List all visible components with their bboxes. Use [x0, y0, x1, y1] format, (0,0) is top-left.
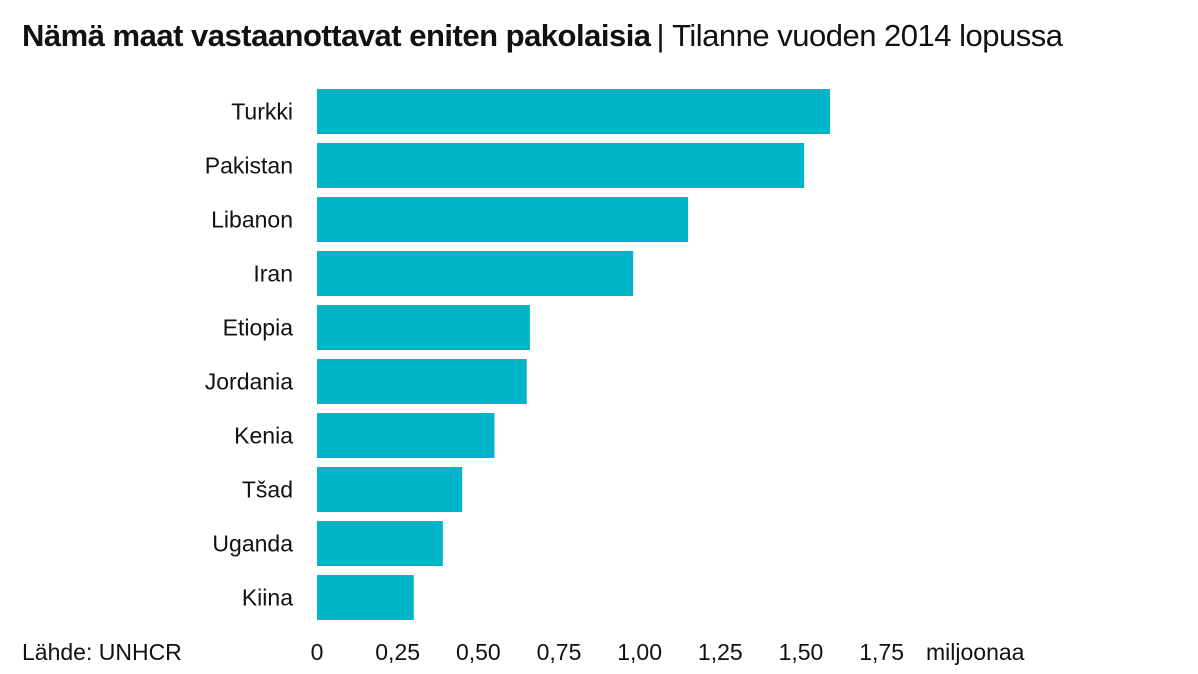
bar-6 — [317, 413, 495, 458]
category-label-7: Tšad — [242, 477, 293, 503]
x-tick-label-0: 0 — [311, 639, 324, 665]
bar-0 — [317, 89, 830, 134]
category-label-9: Kiina — [242, 585, 293, 611]
category-label-0: Turkki — [231, 99, 293, 125]
source-label: Lähde: UNHCR — [22, 639, 182, 665]
x-axis-unit-label: miljoonaa — [926, 639, 1025, 665]
x-tick-label-2: 0,50 — [456, 639, 501, 665]
category-label-6: Kenia — [234, 423, 293, 449]
category-labels: Turkki Pakistan Libanon Iran Etiopia Jordania… — [205, 99, 293, 611]
chart-title: Nämä maat vastaanottavat eniten pakolais… — [22, 14, 1063, 58]
category-label-2: Libanon — [211, 207, 293, 233]
title-separator: | — [656, 18, 665, 53]
x-tick-label-1: 0,25 — [375, 639, 420, 665]
category-label-1: Pakistan — [205, 153, 293, 179]
bar-5 — [317, 359, 527, 404]
title-main: Nämä maat vastaanottavat eniten pakolais… — [22, 18, 651, 53]
bar-4 — [317, 305, 530, 350]
category-label-8: Uganda — [212, 531, 293, 557]
x-tick-label-3: 0,75 — [537, 639, 582, 665]
bar-8 — [317, 521, 443, 566]
x-tick-label-4: 1,00 — [617, 639, 662, 665]
title-subtitle: Tilanne vuoden 2014 lopussa — [672, 18, 1063, 53]
x-axis-tick-labels: 0 0,25 0,50 0,75 1,00 1,25 1,50 1,75 — [311, 639, 904, 665]
bar-9 — [317, 575, 414, 620]
bar-1 — [317, 143, 805, 188]
x-tick-label-5: 1,25 — [698, 639, 743, 665]
category-label-5: Jordania — [205, 369, 293, 395]
x-tick-label-6: 1,50 — [779, 639, 824, 665]
category-label-3: Iran — [253, 261, 293, 287]
category-label-4: Etiopia — [223, 315, 294, 341]
bars-group — [317, 89, 830, 620]
x-tick-label-7: 1,75 — [859, 639, 904, 665]
bar-3 — [317, 251, 634, 296]
bar-7 — [317, 467, 463, 512]
bar-2 — [317, 197, 689, 242]
